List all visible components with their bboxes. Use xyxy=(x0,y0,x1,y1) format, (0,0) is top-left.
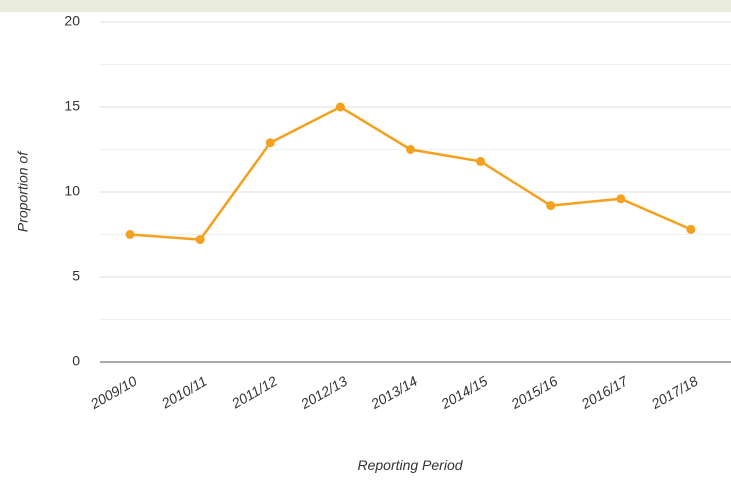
x-tick-label: 2016/17 xyxy=(578,372,632,412)
y-tick-label: 10 xyxy=(64,183,80,199)
top-bar xyxy=(0,0,731,12)
y-tick-label: 0 xyxy=(72,353,80,369)
x-tick-label: 2011/12 xyxy=(228,373,280,412)
point xyxy=(125,230,135,239)
point xyxy=(616,194,626,204)
y-tick-label: 5 xyxy=(72,268,80,284)
point xyxy=(546,201,556,211)
x-tick-label: 2017/18 xyxy=(648,373,701,413)
point xyxy=(476,156,486,166)
point xyxy=(406,145,415,154)
x-tick-label: 2014/15 xyxy=(437,373,490,413)
x-tick-label: 2012/13 xyxy=(297,373,350,413)
point xyxy=(335,102,345,112)
y-tick-label: 15 xyxy=(64,98,80,114)
x-axis-label: Reporting Period xyxy=(357,457,463,473)
x-tick-label: 2009/10 xyxy=(87,373,140,413)
line xyxy=(129,105,692,241)
point xyxy=(195,235,205,245)
x-tick-label: 2013/14 xyxy=(367,373,420,413)
x-tick-label: 2010/11 xyxy=(158,373,210,412)
y-axis-label: Proportion of xyxy=(15,150,31,232)
point xyxy=(686,224,696,234)
y-tick-label: 20 xyxy=(64,13,80,29)
point xyxy=(265,138,275,148)
x-tick-label: 2015/16 xyxy=(508,373,561,413)
